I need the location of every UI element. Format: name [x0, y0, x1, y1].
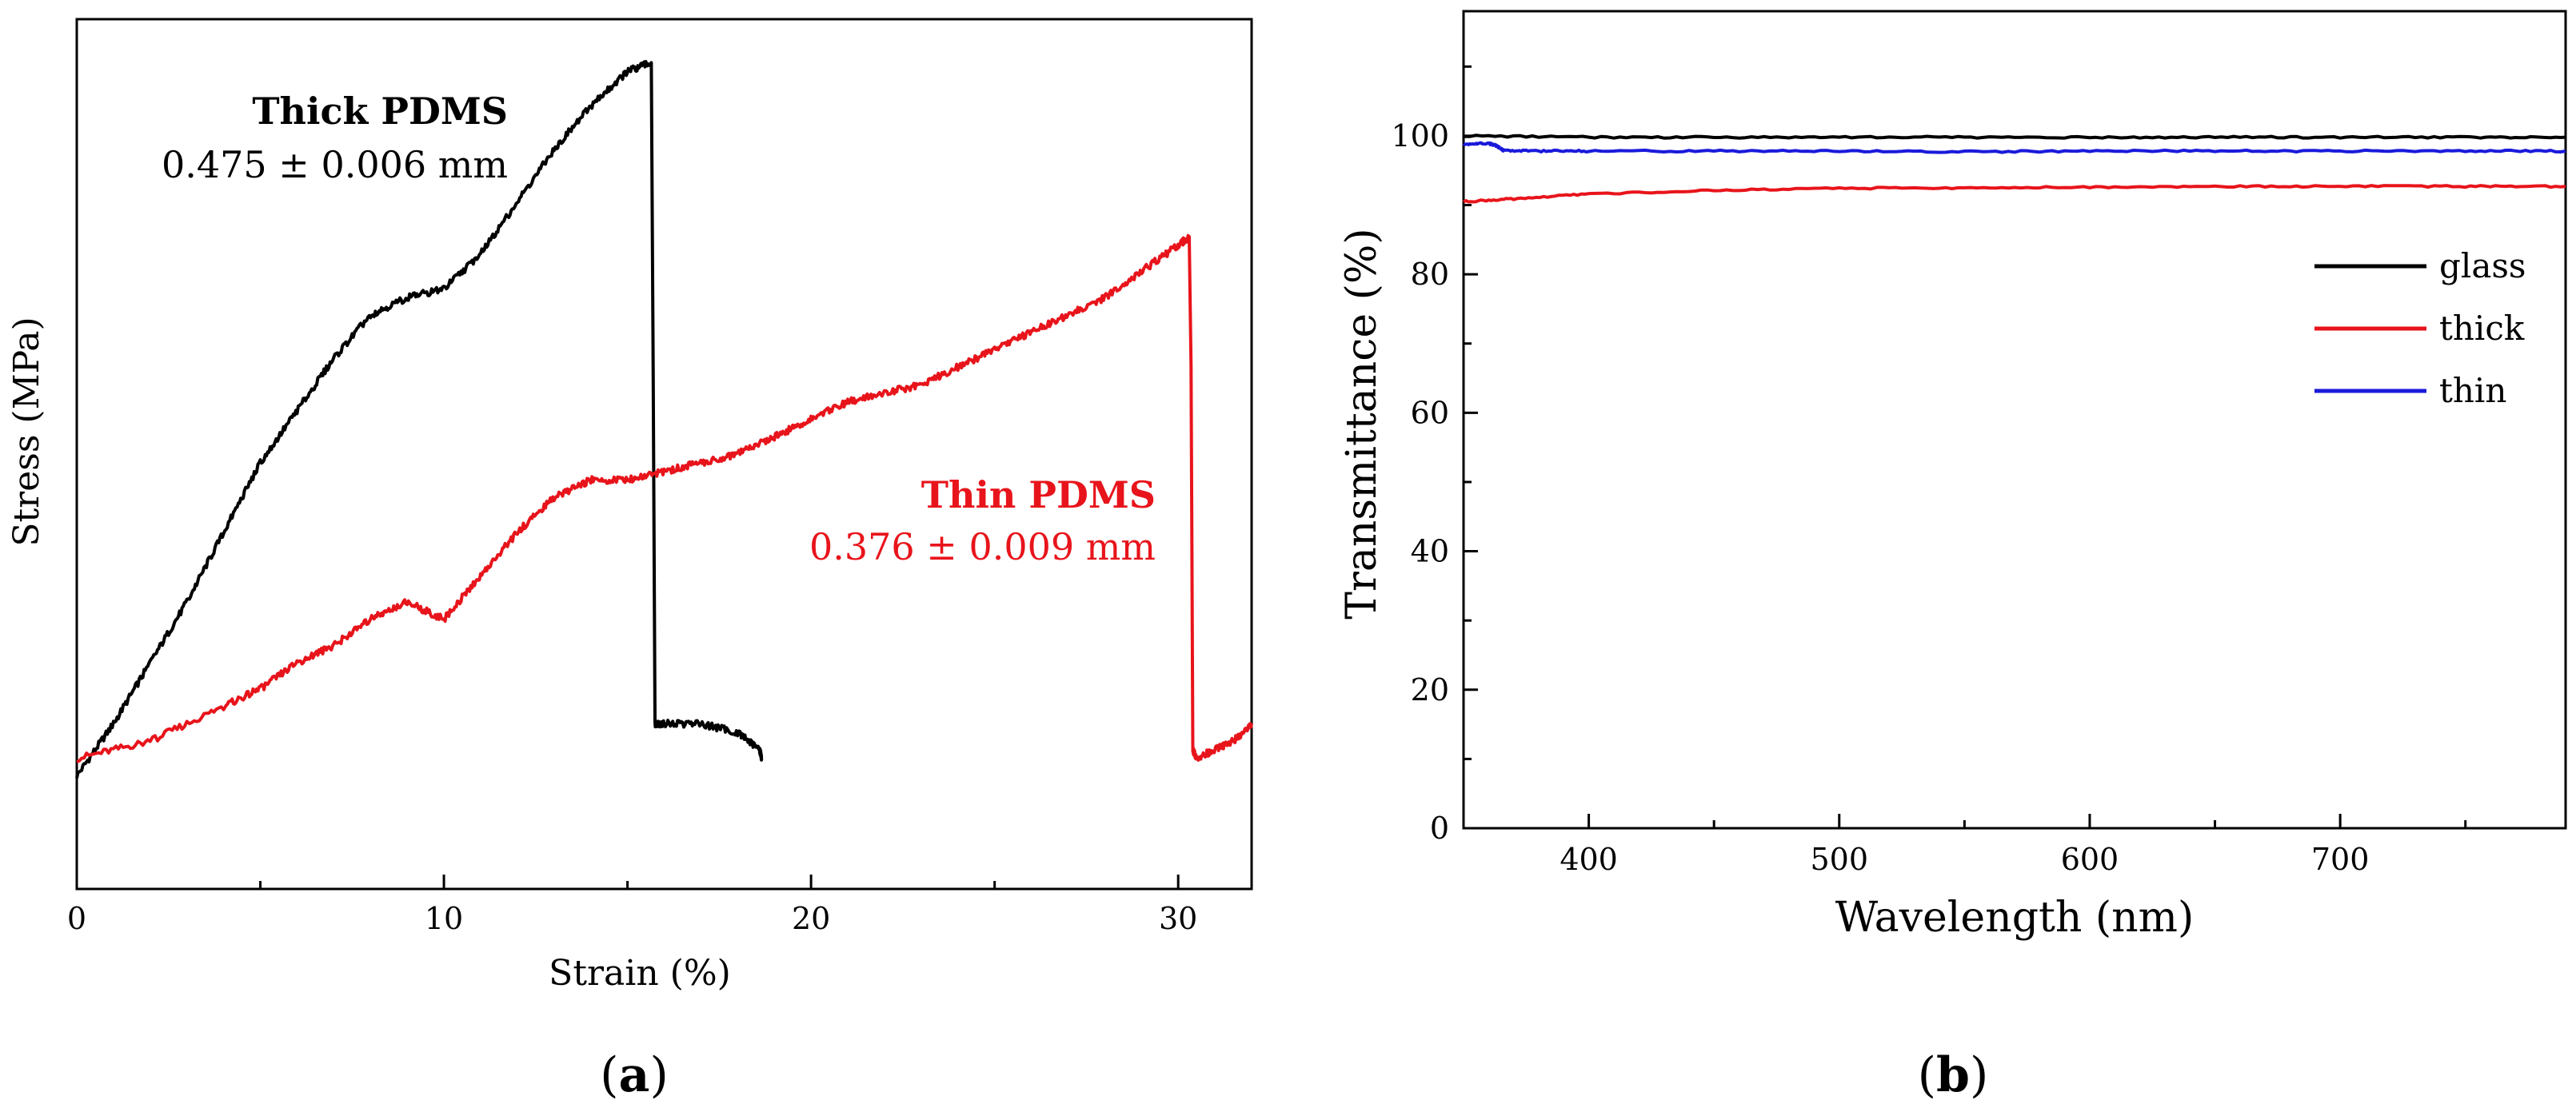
plot-frame-b — [1462, 10, 2567, 830]
x-tick-label: 500 — [1811, 842, 1869, 877]
stress-strain-chart: 0 10 20 30 Thick PDMS 0.475 ± 0.006 mm Thin… — [6, 18, 1253, 1103]
series-group-b — [1462, 134, 2566, 204]
legend-b: glass thick thin — [2314, 246, 2526, 410]
legend-label-thin: thin — [2439, 371, 2506, 410]
y-axis-label-a: Stress (MPa) — [6, 317, 47, 546]
y-axis-label-b: Transmittance (%) — [1338, 228, 1386, 619]
y-tick-label: 60 — [1411, 395, 1449, 430]
x-tick-label: 400 — [1560, 842, 1618, 877]
plot-frame-a — [75, 18, 1253, 891]
series-line-a-0 — [75, 60, 764, 779]
x-tick-label: 30 — [1159, 901, 1197, 936]
annotation-thin-title: Thin PDMS — [921, 473, 1156, 516]
x-tick-label: 10 — [425, 901, 463, 936]
series-group-a — [75, 60, 1253, 779]
legend-label-thick: thick — [2439, 309, 2525, 348]
x-axis-label-a: Strain (%) — [549, 953, 731, 994]
y-tick-label: 0 — [1430, 811, 1449, 846]
panel-label-a: (a) — [600, 1047, 669, 1103]
x-tick-label: 600 — [2061, 842, 2119, 877]
x-tick-label: 700 — [2311, 842, 2370, 877]
annotation-thick-title: Thick PDMS — [252, 90, 508, 133]
y-tick-label: 20 — [1411, 672, 1449, 707]
x-axis-label-b: Wavelength (nm) — [1835, 894, 2195, 942]
x-tick-label: 20 — [792, 901, 830, 936]
y-tick-label: 40 — [1411, 534, 1449, 569]
panel-label-b: (b) — [1918, 1047, 1989, 1103]
series-line-a-1 — [76, 233, 1253, 763]
x-tick-label: 0 — [67, 901, 86, 936]
y-tick-label: 100 — [1391, 118, 1449, 153]
x-axis-ticks-a: 0 10 20 30 — [67, 875, 1197, 936]
y-tick-label: 80 — [1411, 257, 1449, 292]
axis-ticks-b: 400 500 600 700 0 20 40 60 80 100 — [1391, 65, 2467, 877]
series-line-thin — [1462, 141, 2566, 154]
series-line-glass — [1463, 134, 2566, 140]
legend-label-glass: glass — [2439, 246, 2526, 285]
series-line-thick — [1463, 184, 2566, 204]
annotation-thin-value: 0.376 ± 0.009 mm — [809, 525, 1156, 568]
annotation-thick-value: 0.475 ± 0.006 mm — [162, 143, 508, 186]
